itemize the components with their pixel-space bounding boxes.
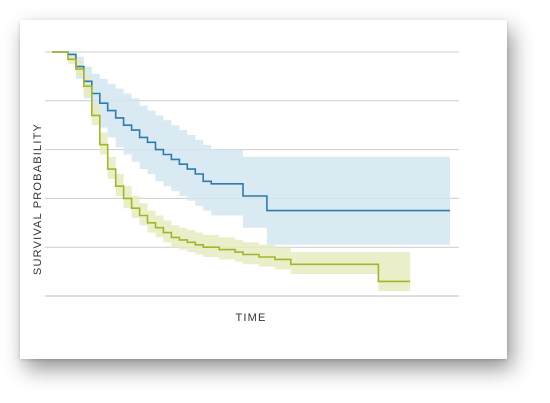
- confidence-band-1: [52, 52, 450, 245]
- survival-curve-2: [52, 51, 411, 283]
- survival-curves: [52, 51, 450, 283]
- confidence-band-2: [52, 52, 411, 292]
- chart-card: SURVIVAL PROBABILITY TIME: [20, 20, 507, 359]
- y-axis-label: SURVIVAL PROBABILITY: [32, 123, 44, 275]
- confidence-bands: [52, 52, 450, 292]
- x-axis-label: TIME: [235, 312, 266, 324]
- survival-curve-1: [52, 51, 450, 212]
- survival-chart: SURVIVAL PROBABILITY TIME: [32, 51, 459, 324]
